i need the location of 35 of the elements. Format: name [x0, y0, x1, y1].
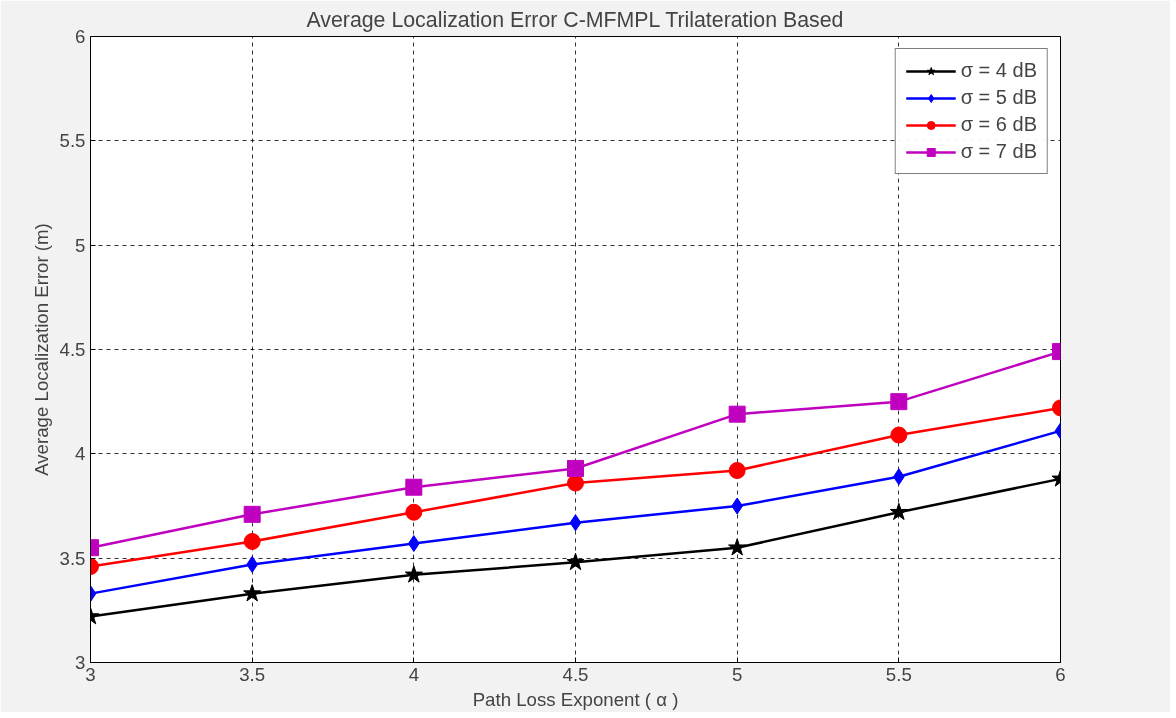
y-tick-label: 6 — [75, 26, 86, 47]
point — [728, 405, 746, 423]
point — [728, 462, 746, 480]
y-tick-label: 5.5 — [59, 130, 86, 152]
point — [889, 502, 908, 521]
point — [243, 505, 261, 523]
legend-label: σ = 4 dB — [960, 59, 1037, 82]
x-tick-label: 5.5 — [885, 663, 912, 685]
point — [566, 552, 585, 571]
point — [567, 474, 584, 492]
point — [405, 478, 423, 496]
legend-label: σ = 6 dB — [960, 113, 1037, 136]
y-axis-title: Average Localization Error (m) — [30, 223, 52, 476]
point — [404, 565, 423, 583]
point — [405, 503, 423, 521]
chart-title: Average Localization Error C-MFMPL Trilateration Based — [306, 7, 844, 32]
legend-label: σ = 5 dB — [960, 86, 1037, 109]
y-tick-label: 5 — [75, 234, 86, 256]
x-tick-label: 4 — [408, 663, 420, 685]
x-tick-label: 3.5 — [239, 663, 266, 685]
point — [567, 459, 584, 477]
point — [569, 514, 582, 532]
point — [243, 532, 261, 550]
x-tick-label: 6 — [1055, 663, 1066, 685]
y-tick-label: 4 — [75, 443, 86, 465]
point — [890, 393, 908, 411]
x-tick-label: 5 — [731, 663, 743, 685]
point — [243, 584, 262, 602]
legend-label: σ = 7 dB — [960, 140, 1037, 163]
point — [728, 538, 747, 556]
x-tick-label: 4.5 — [562, 663, 589, 685]
y-tick-label: 3.5 — [59, 547, 86, 569]
point — [890, 426, 908, 444]
x-axis-title: Path Loss Exponent ( α ) — [472, 688, 679, 710]
y-tick-label: 4.5 — [59, 339, 86, 360]
